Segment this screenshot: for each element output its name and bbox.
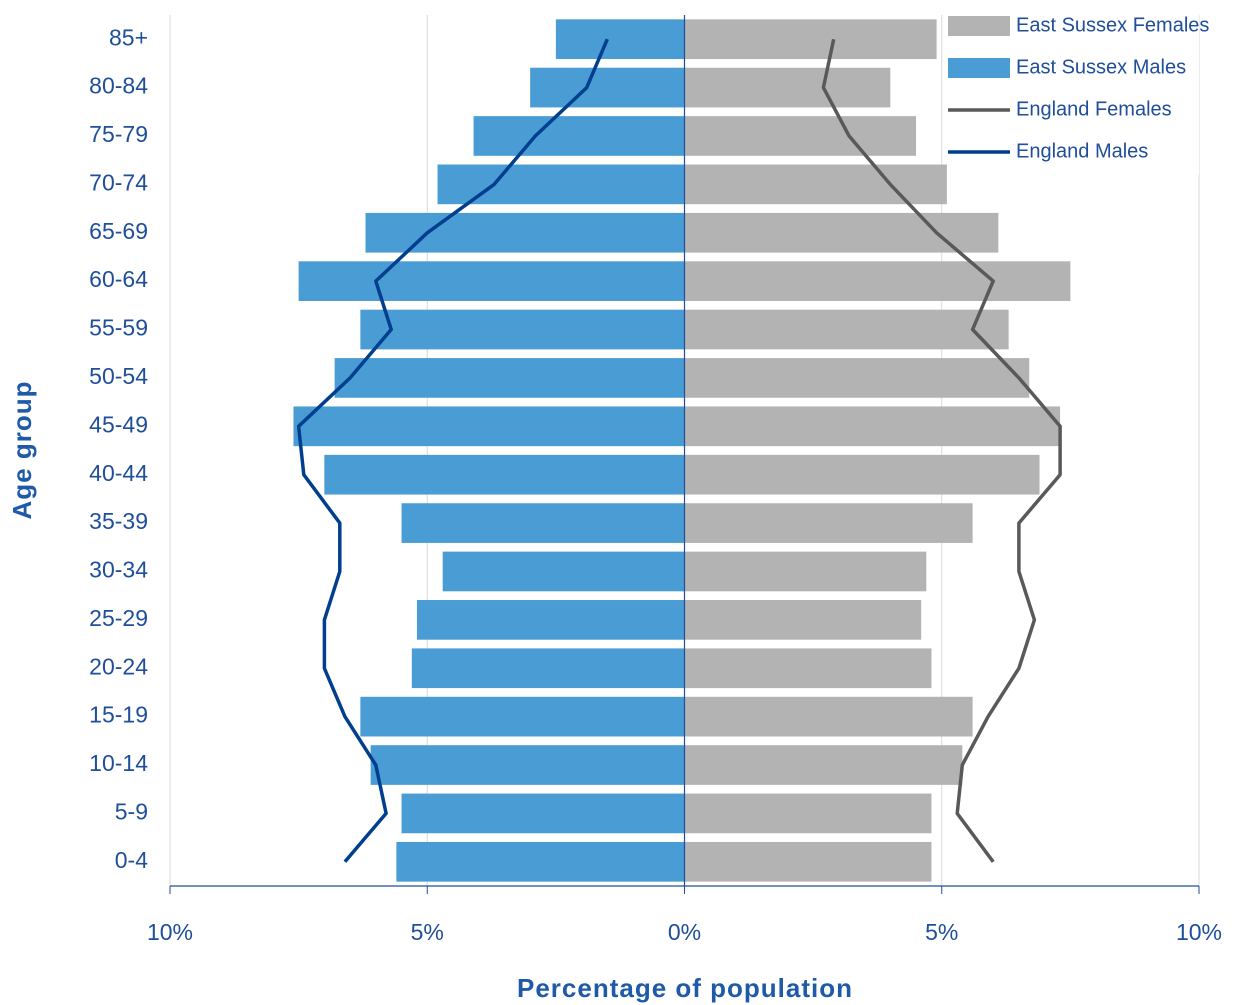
- bar: [684, 841, 932, 882]
- x-axis-title: Percentage of population: [517, 973, 853, 1003]
- legend-label: East Sussex Females: [1016, 14, 1209, 36]
- y-tick-label: 15-19: [89, 702, 148, 728]
- y-tick-label: 65-69: [89, 218, 148, 244]
- y-tick-label: 20-24: [89, 653, 148, 679]
- y-tick-label: 25-29: [89, 605, 148, 631]
- bar: [684, 503, 973, 543]
- x-tick-label: 5%: [411, 919, 444, 945]
- y-tick-label: 60-64: [89, 266, 148, 292]
- y-tick-label: 40-44: [89, 460, 148, 486]
- line: [296, 38, 609, 863]
- bar: [684, 261, 1071, 301]
- line: [821, 38, 1062, 863]
- bar: [370, 745, 685, 785]
- legend-label: England Females: [1016, 98, 1172, 120]
- bar: [365, 212, 685, 253]
- bar: [684, 793, 932, 834]
- bar: [684, 309, 1009, 350]
- bar: [298, 261, 685, 301]
- bar: [401, 793, 685, 834]
- bar: [684, 358, 1030, 398]
- y-tick-label: 55-59: [89, 315, 148, 341]
- legend-swatch: [948, 58, 1010, 78]
- bar: [684, 648, 932, 689]
- bar: [442, 551, 685, 592]
- bar: [411, 648, 685, 689]
- bar: [684, 164, 947, 205]
- legend-box: [948, 15, 1199, 175]
- bar: [684, 116, 917, 156]
- bar: [334, 358, 685, 398]
- bar: [684, 696, 973, 737]
- y-tick-label: 70-74: [89, 169, 148, 195]
- y-tick-label: 0-4: [115, 847, 148, 873]
- x-tick-label: 10%: [1176, 919, 1222, 945]
- y-tick-label: 10-14: [89, 750, 148, 776]
- bar: [360, 696, 685, 737]
- bar: [360, 309, 685, 350]
- bar: [530, 67, 685, 108]
- bar: [684, 551, 927, 592]
- y-tick-label: 45-49: [89, 411, 148, 437]
- bar: [396, 841, 685, 882]
- y-tick-label: 30-34: [89, 557, 148, 583]
- legend-label: East Sussex Males: [1016, 56, 1186, 78]
- bar: [293, 406, 685, 447]
- y-tick-label: 50-54: [89, 363, 148, 389]
- x-tick-label: 10%: [147, 919, 193, 945]
- bar: [684, 454, 1040, 495]
- y-tick-label: 75-79: [89, 121, 148, 147]
- bar: [684, 406, 1061, 447]
- y-axis-title: Age group: [7, 381, 37, 520]
- x-tick-label: 5%: [925, 919, 958, 945]
- bar: [416, 600, 685, 640]
- y-tick-label: 85+: [109, 24, 148, 50]
- bar: [684, 212, 999, 253]
- y-tick-label: 35-39: [89, 508, 148, 534]
- bar: [684, 745, 963, 785]
- bar: [684, 600, 922, 640]
- bar: [684, 19, 937, 60]
- bar: [401, 503, 685, 543]
- y-tick-label: 5-9: [115, 798, 148, 824]
- legend-label: England Males: [1016, 140, 1148, 162]
- bar: [324, 454, 685, 495]
- bar: [684, 67, 891, 108]
- legend-swatch: [948, 16, 1010, 36]
- bar: [555, 19, 685, 60]
- x-tick-label: 0%: [668, 919, 701, 945]
- bar: [473, 116, 685, 156]
- y-tick-label: 80-84: [89, 73, 148, 99]
